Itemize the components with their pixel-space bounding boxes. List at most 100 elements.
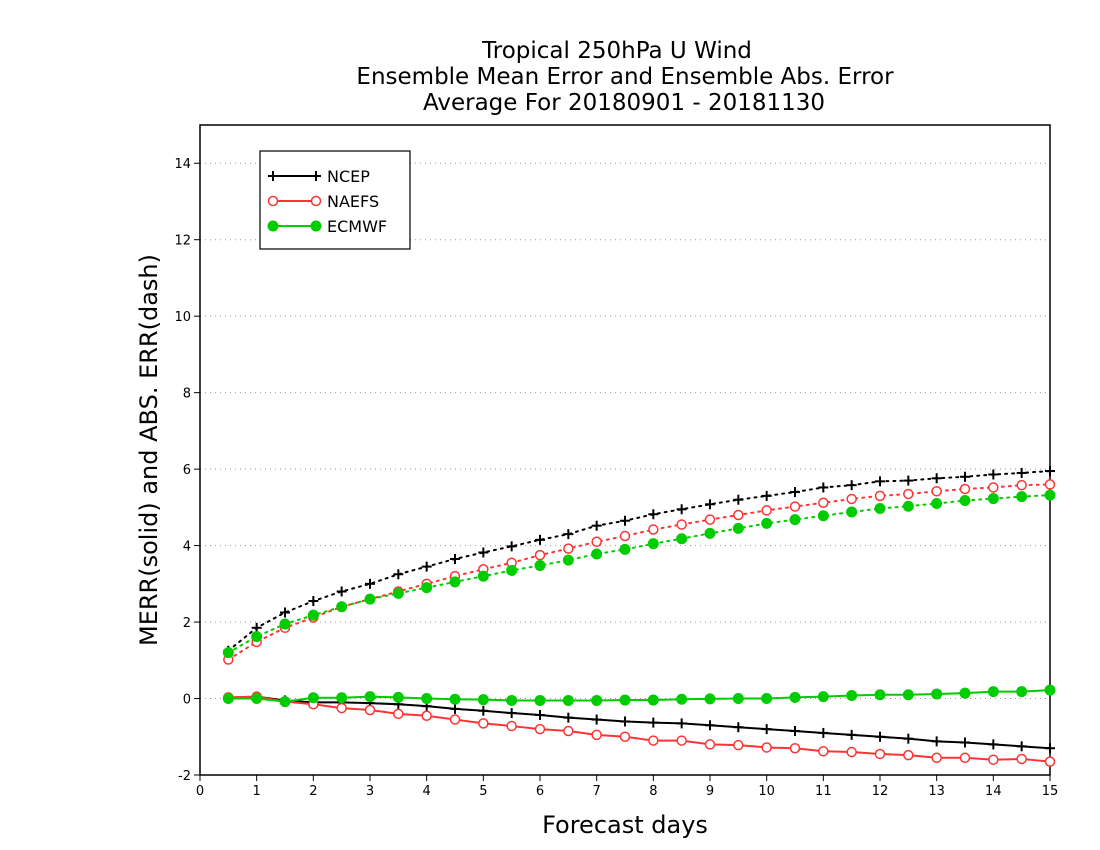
ncep-merr-point (535, 709, 545, 720)
ecmwf-abs-err-point (307, 609, 319, 621)
ncep-merr-point (591, 714, 602, 725)
ecmwf-merr-point (704, 693, 716, 705)
naefs-merr-point (761, 742, 772, 753)
series-lines (222, 466, 1056, 767)
ncep-abs-err-point (478, 547, 489, 558)
ecmwf-merr-point (959, 687, 971, 699)
ncep-abs-err-point (308, 596, 319, 607)
x-tick-label: 5 (479, 784, 487, 799)
ecmwf-abs-err-point (364, 593, 376, 605)
ecmwf-abs-err-line (227, 494, 1051, 654)
ecmwf-abs-err-point (477, 570, 489, 582)
naefs-abs-err-point (988, 482, 999, 493)
ecmwf-merr-line (228, 689, 1051, 703)
x-tick-label: 0 (196, 784, 204, 799)
ncep-merr-point (676, 718, 687, 729)
plus-marker (311, 171, 321, 181)
ecmwf-merr-point (1016, 686, 1028, 698)
naefs-abs-err-point (903, 488, 914, 500)
x-tick-label: 14 (985, 784, 1002, 799)
y-tick-label: 12 (174, 234, 191, 249)
ncep-merr-point (818, 727, 829, 738)
ncep-abs-err-point (705, 499, 715, 510)
ncep-merr-point (988, 739, 999, 750)
naefs-abs-err-point (563, 543, 574, 554)
ncep-abs-err-point (450, 553, 460, 564)
ncep-merr-point (761, 724, 772, 735)
ecmwf-abs-err-point (817, 510, 829, 522)
naefs-merr-point (619, 731, 631, 743)
naefs-abs-err-point (676, 519, 687, 530)
ncep-abs-err-point (931, 473, 942, 484)
naefs-abs-err-point (1044, 479, 1056, 490)
ncep-abs-err-point (336, 586, 347, 597)
y-tick-label: 0 (183, 693, 191, 708)
ncep-abs-err-point (733, 494, 744, 505)
naefs-abs-err-point (959, 483, 971, 495)
ncep-merr-point (506, 708, 517, 719)
naefs-merr-point (733, 739, 744, 751)
x-tick-label: 12 (872, 784, 889, 799)
ecmwf-merr-point (279, 696, 291, 708)
naefs-abs-err-point (846, 493, 857, 505)
ncep-abs-err-point (875, 476, 885, 487)
naefs-abs-err-point (818, 497, 829, 509)
ecmwf-abs-err-point (279, 618, 291, 630)
y-tick-label: 6 (183, 463, 191, 478)
ncep-merr-point (790, 726, 800, 737)
ncep-merr-point (1016, 741, 1027, 752)
ncep-merr-line (228, 695, 1051, 750)
naefs-merr-point (676, 735, 687, 746)
ecmwf-merr-point (421, 693, 433, 705)
ecmwf-merr-point (591, 694, 603, 706)
ecmwf-merr-point (364, 691, 376, 703)
ecmwf-abs-err-point (506, 564, 518, 576)
ecmwf-merr-point (534, 694, 546, 706)
ecmwf-merr-point (931, 688, 943, 700)
legend-label-ecmwf: ECMWF (327, 217, 387, 236)
ncep-merr-point (478, 705, 489, 716)
ecmwf-merr-point (477, 694, 489, 706)
ncep-abs-err-point (535, 534, 545, 545)
ecmwf-merr-point (562, 694, 574, 706)
naefs-merr-point (959, 752, 971, 764)
x-tick-label: 4 (423, 784, 431, 799)
ecmwf-abs-err-point (1044, 489, 1056, 501)
legend-label-naefs: NAEFS (327, 192, 379, 211)
ncep-abs-err-point (506, 541, 517, 552)
ecmwf-abs-err-point (676, 533, 688, 545)
ncep-abs-err-point (960, 471, 970, 482)
ecmwf-abs-err-point (987, 493, 999, 505)
naefs-merr-point (478, 718, 489, 729)
ecmwf-merr-point (817, 691, 829, 703)
filled-circle-marker (310, 220, 322, 232)
ecmwf-merr-point (506, 694, 518, 706)
ncep-abs-err-point (393, 569, 404, 580)
ncep-abs-err-point (676, 504, 687, 515)
ecmwf-abs-err-point (846, 506, 858, 518)
ncep-abs-err-point (648, 509, 659, 520)
naefs-merr-point (874, 748, 886, 760)
ecmwf-abs-err-point (902, 500, 914, 512)
x-tick-label: 13 (928, 784, 945, 799)
ecmwf-merr-point (676, 693, 688, 705)
ecmwf-abs-err-point (931, 498, 943, 510)
filled-circle-marker (267, 220, 279, 232)
x-tick-label: 1 (253, 784, 261, 799)
naefs-abs-err-point (591, 536, 602, 548)
ncep-abs-err-point (365, 578, 375, 589)
naefs-abs-err-point (534, 549, 546, 561)
x-axis-title: Forecast days (542, 811, 708, 839)
plus-marker (268, 171, 278, 181)
ncep-abs-err-point (591, 520, 602, 531)
ecmwf-abs-err-point (534, 559, 546, 571)
naefs-merr-point (988, 754, 999, 765)
ncep-abs-err-point (620, 515, 630, 526)
naefs-abs-err-point (704, 514, 716, 525)
x-tick-label: 11 (815, 784, 832, 799)
ecmwf-merr-point (987, 686, 999, 698)
legend-label-ncep: NCEP (327, 167, 370, 186)
ecmwf-abs-err-point (789, 514, 801, 526)
